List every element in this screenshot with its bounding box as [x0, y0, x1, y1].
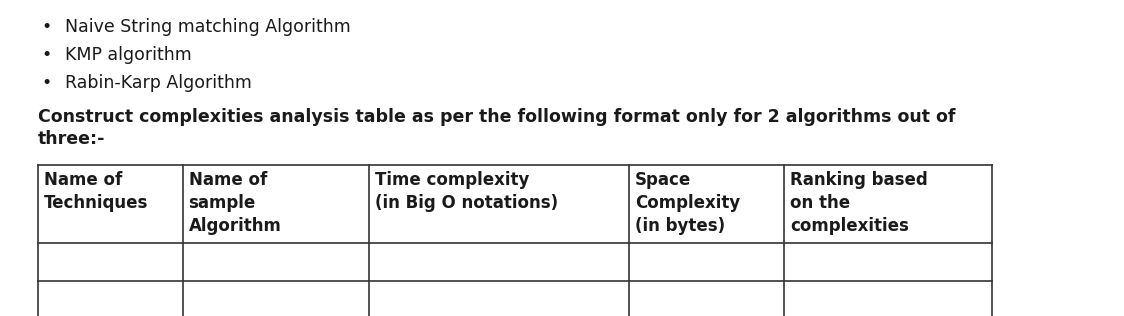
- Text: Time complexity
(in Big O notations): Time complexity (in Big O notations): [375, 171, 559, 212]
- Text: •: •: [42, 18, 52, 36]
- Text: three:-: three:-: [38, 130, 106, 148]
- Text: Space
Complexity
(in bytes): Space Complexity (in bytes): [635, 171, 741, 235]
- Text: Ranking based
on the
complexities: Ranking based on the complexities: [790, 171, 928, 235]
- Text: •: •: [42, 46, 52, 64]
- Text: •: •: [42, 74, 52, 92]
- Text: Name of
sample
Algorithm: Name of sample Algorithm: [189, 171, 281, 235]
- Text: Name of
Techniques: Name of Techniques: [44, 171, 148, 212]
- Text: Naive String matching Algorithm: Naive String matching Algorithm: [65, 18, 351, 36]
- Text: Construct complexities analysis table as per the following format only for 2 alg: Construct complexities analysis table as…: [38, 108, 955, 126]
- Text: KMP algorithm: KMP algorithm: [65, 46, 192, 64]
- Text: Rabin-Karp Algorithm: Rabin-Karp Algorithm: [65, 74, 252, 92]
